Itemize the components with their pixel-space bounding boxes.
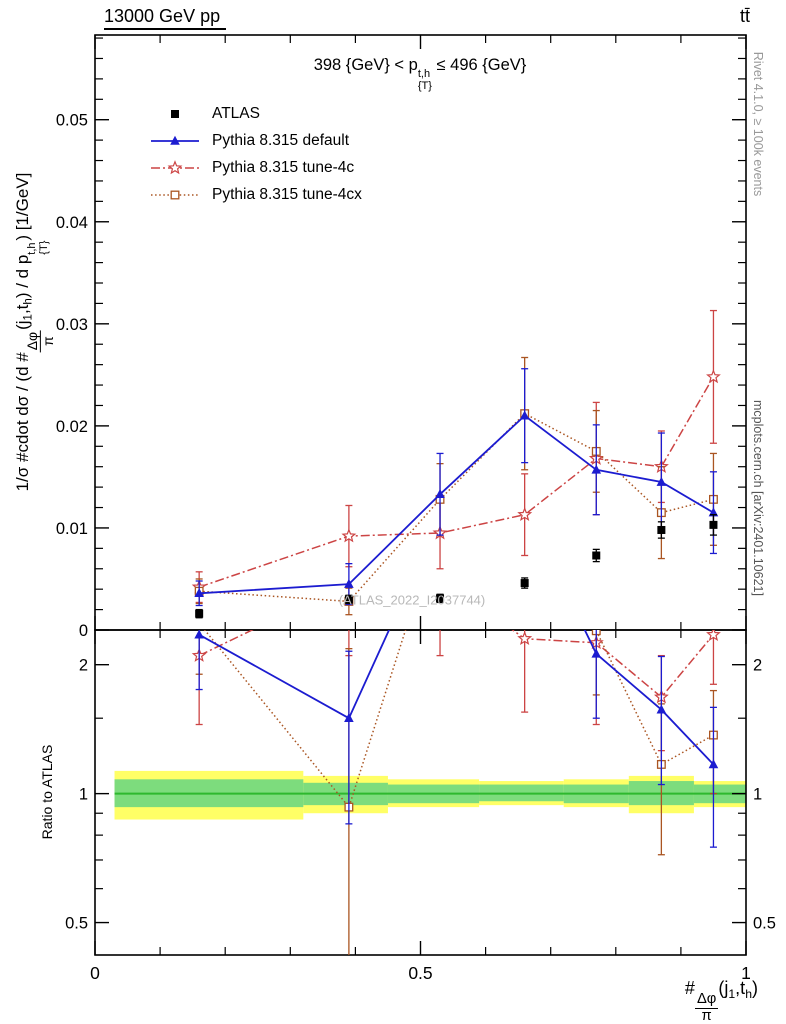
title-sup: t,h [417,68,431,80]
axis-ticks: 0 0.01 0.02 0.03 0.04 0.05 0 0.5 1 0.5 0.5 1 1 2 2 [56,35,776,983]
svg-text:0.01: 0.01 [56,520,88,538]
plot-title: 398 {GeV} < p t,h {T} ≤ 496 {GeV} [314,56,527,92]
main-series-2 [191,309,721,604]
xlabel-frac-num: Δφ [694,991,719,1009]
ylabel-p1: 1/σ #cdot dσ / (d # [12,352,32,492]
legend-label-pythia-4cx: Pythia 8.315 tune-4cx [212,185,362,203]
legend-label-pythia-4c: Pythia 8.315 tune-4c [212,158,355,176]
main-series-1 [194,368,719,607]
legend-row-pythia-4c: Pythia 8.315 tune-4c [148,154,362,181]
process-label: tt̄ [739,6,750,26]
xlabel-sub2: h [745,986,752,1001]
title-sub: {T} [417,79,432,92]
ylabel-sub2: h [22,298,35,305]
svg-text:0.02: 0.02 [56,418,88,436]
main-series-3 [194,356,718,616]
legend-row-atlas: ATLAS [148,100,362,127]
pythia-default-marker-icon [148,132,202,150]
x-axis-label: # Δφ π (j1,th) [685,978,758,1024]
rivet-version-note: Rivet 4.1.0, ≥ 100k events [751,51,765,197]
svg-text:0.04: 0.04 [56,214,88,232]
svg-text:0.03: 0.03 [56,316,88,334]
svg-text:2: 2 [79,657,88,675]
ratio-uncertainty-bands [114,770,746,820]
svg-text:1: 1 [79,786,88,804]
ylabel-sub1: 1 [22,314,35,321]
svg-text:0.5: 0.5 [65,915,88,933]
ylabel-p2: (j [12,320,32,330]
svg-text:0: 0 [79,622,88,640]
svg-text:0.5: 0.5 [753,915,776,933]
pythia-4c-marker-icon [148,159,202,177]
xlabel-p2: (j [718,978,729,998]
ylabel-sub: {T} [37,240,50,255]
analysis-watermark: (ATLAS_2022_I2037744) [338,592,486,608]
pythia-4cx-marker-icon [148,186,202,204]
svg-text:1: 1 [741,963,751,983]
ylabel-p3: ,t [12,304,32,315]
svg-text:1: 1 [753,786,762,804]
svg-text:0: 0 [90,963,100,983]
main-series-0 [195,514,718,619]
xlabel-p4: ) [752,978,758,998]
title-supsub: t,h {T} [417,68,432,92]
xlabel-fraction: Δφ π [694,991,719,1024]
ylabel-supsub: t,h {T} [25,240,50,255]
ylabel-sup: t,h [25,242,38,255]
xlabel-p3: ,t [735,978,746,998]
svg-text:0.5: 0.5 [408,963,432,983]
ratio-y-axis-label: Ratio to ATLAS [39,744,55,840]
beam-energy-label: 13000 GeV pp [104,6,227,30]
xlabel-p1: # [684,978,695,998]
legend-label-pythia-default: Pythia 8.315 default [212,131,350,149]
ratio-series-0 [194,630,719,848]
xlabel-frac-den: π [701,1007,712,1024]
legend-row-pythia-default: Pythia 8.315 default [148,127,362,154]
svg-text:2: 2 [753,657,762,675]
main-y-axis-label: 1/σ #cdot dσ / (d # Δφ π (j1,th) / d p t,h {T… [12,172,56,492]
legend-row-pythia-4cx: Pythia 8.315 tune-4cx [148,181,362,208]
ylabel-frac-den: π [39,336,56,346]
ylabel-p5: ) [1/GeV] [12,172,32,241]
xlabel-sub1: 1 [728,986,736,1001]
mcplots-arxiv-note: mcplots.cern.ch [arXiv:2401.10621] [751,400,765,596]
ylabel-p4: ) / d p [12,254,32,299]
title-post: ≤ 496 {GeV} [431,56,527,74]
legend: ATLAS Pythia 8.315 default Pythia 8.315 … [148,100,362,208]
ratio-series-2 [195,630,718,955]
ylabel-frac-num: Δφ [23,329,41,353]
legend-label-atlas: ATLAS [212,104,260,122]
svg-text:0.05: 0.05 [56,112,88,130]
atlas-marker-icon [148,105,202,123]
ylabel-fraction: Δφ π [23,329,56,353]
title-pre: 398 {GeV} < p [313,56,418,74]
